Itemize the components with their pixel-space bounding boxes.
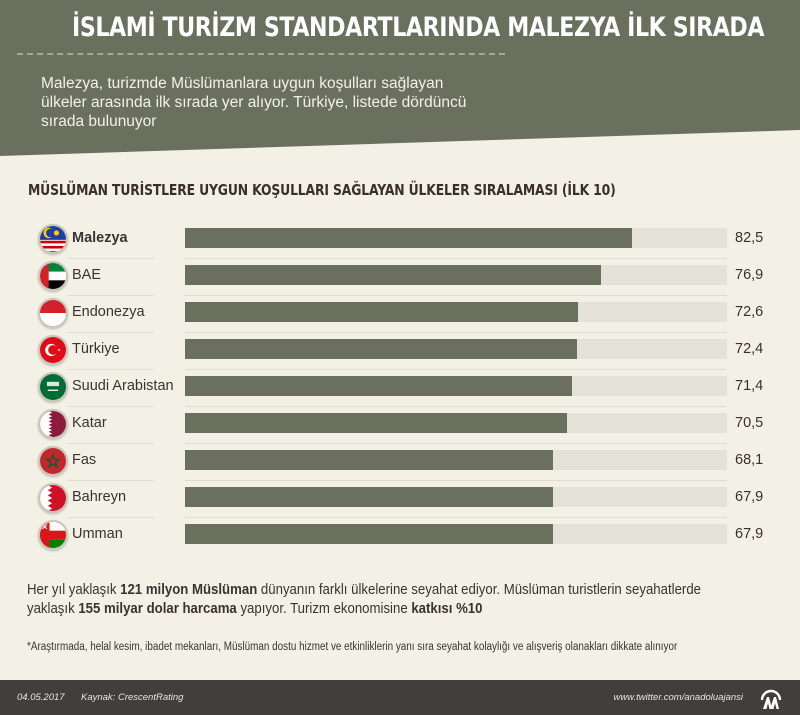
- bar: [185, 228, 632, 248]
- bar-track: [185, 302, 727, 322]
- value-label: 72,6: [735, 304, 764, 320]
- twitter-link[interactable]: www.twitter.com/anadoluajansi: [613, 692, 743, 703]
- aa-logo-icon: [760, 689, 782, 709]
- oman-flag-icon: [38, 520, 68, 550]
- bar: [185, 450, 553, 470]
- value-label: 76,9: [735, 267, 764, 283]
- saudi-arabia-flag-icon: [38, 372, 68, 402]
- row-divider: [67, 443, 154, 444]
- chart-row: Malezya 82,5: [0, 222, 800, 259]
- value-label: 71,4: [735, 378, 764, 394]
- row-divider: [185, 369, 727, 370]
- chart-row: BAE 76,9: [0, 259, 800, 296]
- bar: [185, 413, 567, 433]
- note-text: dünyanın farklı ülkelerine seyahat ediyo…: [257, 582, 701, 598]
- country-label: Türkiye: [72, 341, 120, 357]
- row-divider: [185, 480, 727, 481]
- country-label: Suudi Arabistan: [72, 378, 174, 394]
- country-label: Malezya: [72, 230, 128, 246]
- row-divider: [185, 332, 727, 333]
- country-label: Endonezya: [72, 304, 145, 320]
- value-label: 67,9: [735, 526, 764, 542]
- value-label: 72,4: [735, 341, 764, 357]
- row-divider: [67, 332, 154, 333]
- row-divider: [67, 480, 154, 481]
- footnote: *Araştırmada, helal kesim, ibadet mekanl…: [27, 641, 678, 653]
- bar-track: [185, 265, 727, 285]
- bar: [185, 376, 572, 396]
- bar-track: [185, 376, 727, 396]
- row-divider: [185, 406, 727, 407]
- note-highlight: katkısı %10: [411, 600, 483, 617]
- header-banner: [0, 0, 800, 156]
- bar-track: [185, 339, 727, 359]
- title-divider: [17, 53, 505, 55]
- row-divider: [67, 517, 154, 518]
- malaysia-flag-icon: [38, 224, 68, 254]
- indonesia-flag-icon: [38, 298, 68, 328]
- value-label: 70,5: [735, 415, 764, 431]
- bar: [185, 524, 553, 544]
- row-divider: [67, 258, 154, 259]
- source-credit: Kaynak: CrescentRating: [81, 692, 184, 703]
- publish-date: 04.05.2017: [17, 692, 65, 703]
- uae-flag-icon: [38, 261, 68, 291]
- note-text: Her yıl yaklaşık: [27, 582, 121, 598]
- note-highlight: 155 milyar dolar harcama: [78, 600, 237, 617]
- row-divider: [185, 258, 727, 259]
- row-divider: [185, 517, 727, 518]
- value-label: 67,9: [735, 489, 764, 505]
- bar: [185, 302, 578, 322]
- note-highlight: 121 milyon Müslüman: [120, 582, 258, 598]
- morocco-flag-icon: [38, 446, 68, 476]
- country-label: Umman: [72, 526, 123, 542]
- chart-row: Umman 67,9: [0, 518, 800, 555]
- qatar-flag-icon: [38, 409, 68, 439]
- note-text: yapıyor. Turizm ekonomisine: [236, 600, 412, 617]
- bar-track: [185, 413, 727, 433]
- footer-bar: 04.05.2017 Kaynak: CrescentRating www.tw…: [0, 680, 800, 715]
- row-divider: [67, 406, 154, 407]
- country-label: Katar: [72, 415, 107, 431]
- country-label: BAE: [72, 267, 102, 283]
- chart-row: Fas 68,1: [0, 444, 800, 481]
- bar: [185, 265, 601, 285]
- row-divider: [185, 443, 727, 444]
- page-subtitle: Malezya, turizmde Müslümanlara uygun koş…: [41, 75, 467, 130]
- chart-row: Bahreyn 67,9: [0, 481, 800, 518]
- bar-track: [185, 524, 727, 544]
- note-text: yaklaşık: [27, 600, 79, 617]
- bar-track: [185, 487, 727, 507]
- turkey-flag-icon: [38, 335, 68, 365]
- row-divider: [67, 295, 154, 296]
- bar: [185, 339, 577, 359]
- bar-track: [185, 228, 727, 248]
- bar: [185, 487, 553, 507]
- row-divider: [67, 369, 154, 370]
- summary-note: Her yıl yaklaşık 121 milyon Müslüman dün…: [27, 581, 719, 618]
- country-label: Fas: [72, 452, 97, 468]
- page-title: İSLAMİ TURİZM STANDARTLARINDA MALEZYA İL…: [72, 12, 765, 43]
- value-label: 82,5: [735, 230, 764, 246]
- country-label: Bahreyn: [72, 489, 127, 505]
- bahrain-flag-icon: [38, 483, 68, 513]
- chart-row: Suudi Arabistan 71,4: [0, 370, 800, 407]
- bar-track: [185, 450, 727, 470]
- chart-row: Türkiye 72,4: [0, 333, 800, 370]
- row-divider: [185, 295, 727, 296]
- chart-row: Endonezya 72,6: [0, 296, 800, 333]
- value-label: 68,1: [735, 452, 764, 468]
- chart-title: MÜSLÜMAN TURİSTLERE UYGUN KOŞULLARI SAĞL…: [28, 181, 616, 199]
- chart-row: Katar 70,5: [0, 407, 800, 444]
